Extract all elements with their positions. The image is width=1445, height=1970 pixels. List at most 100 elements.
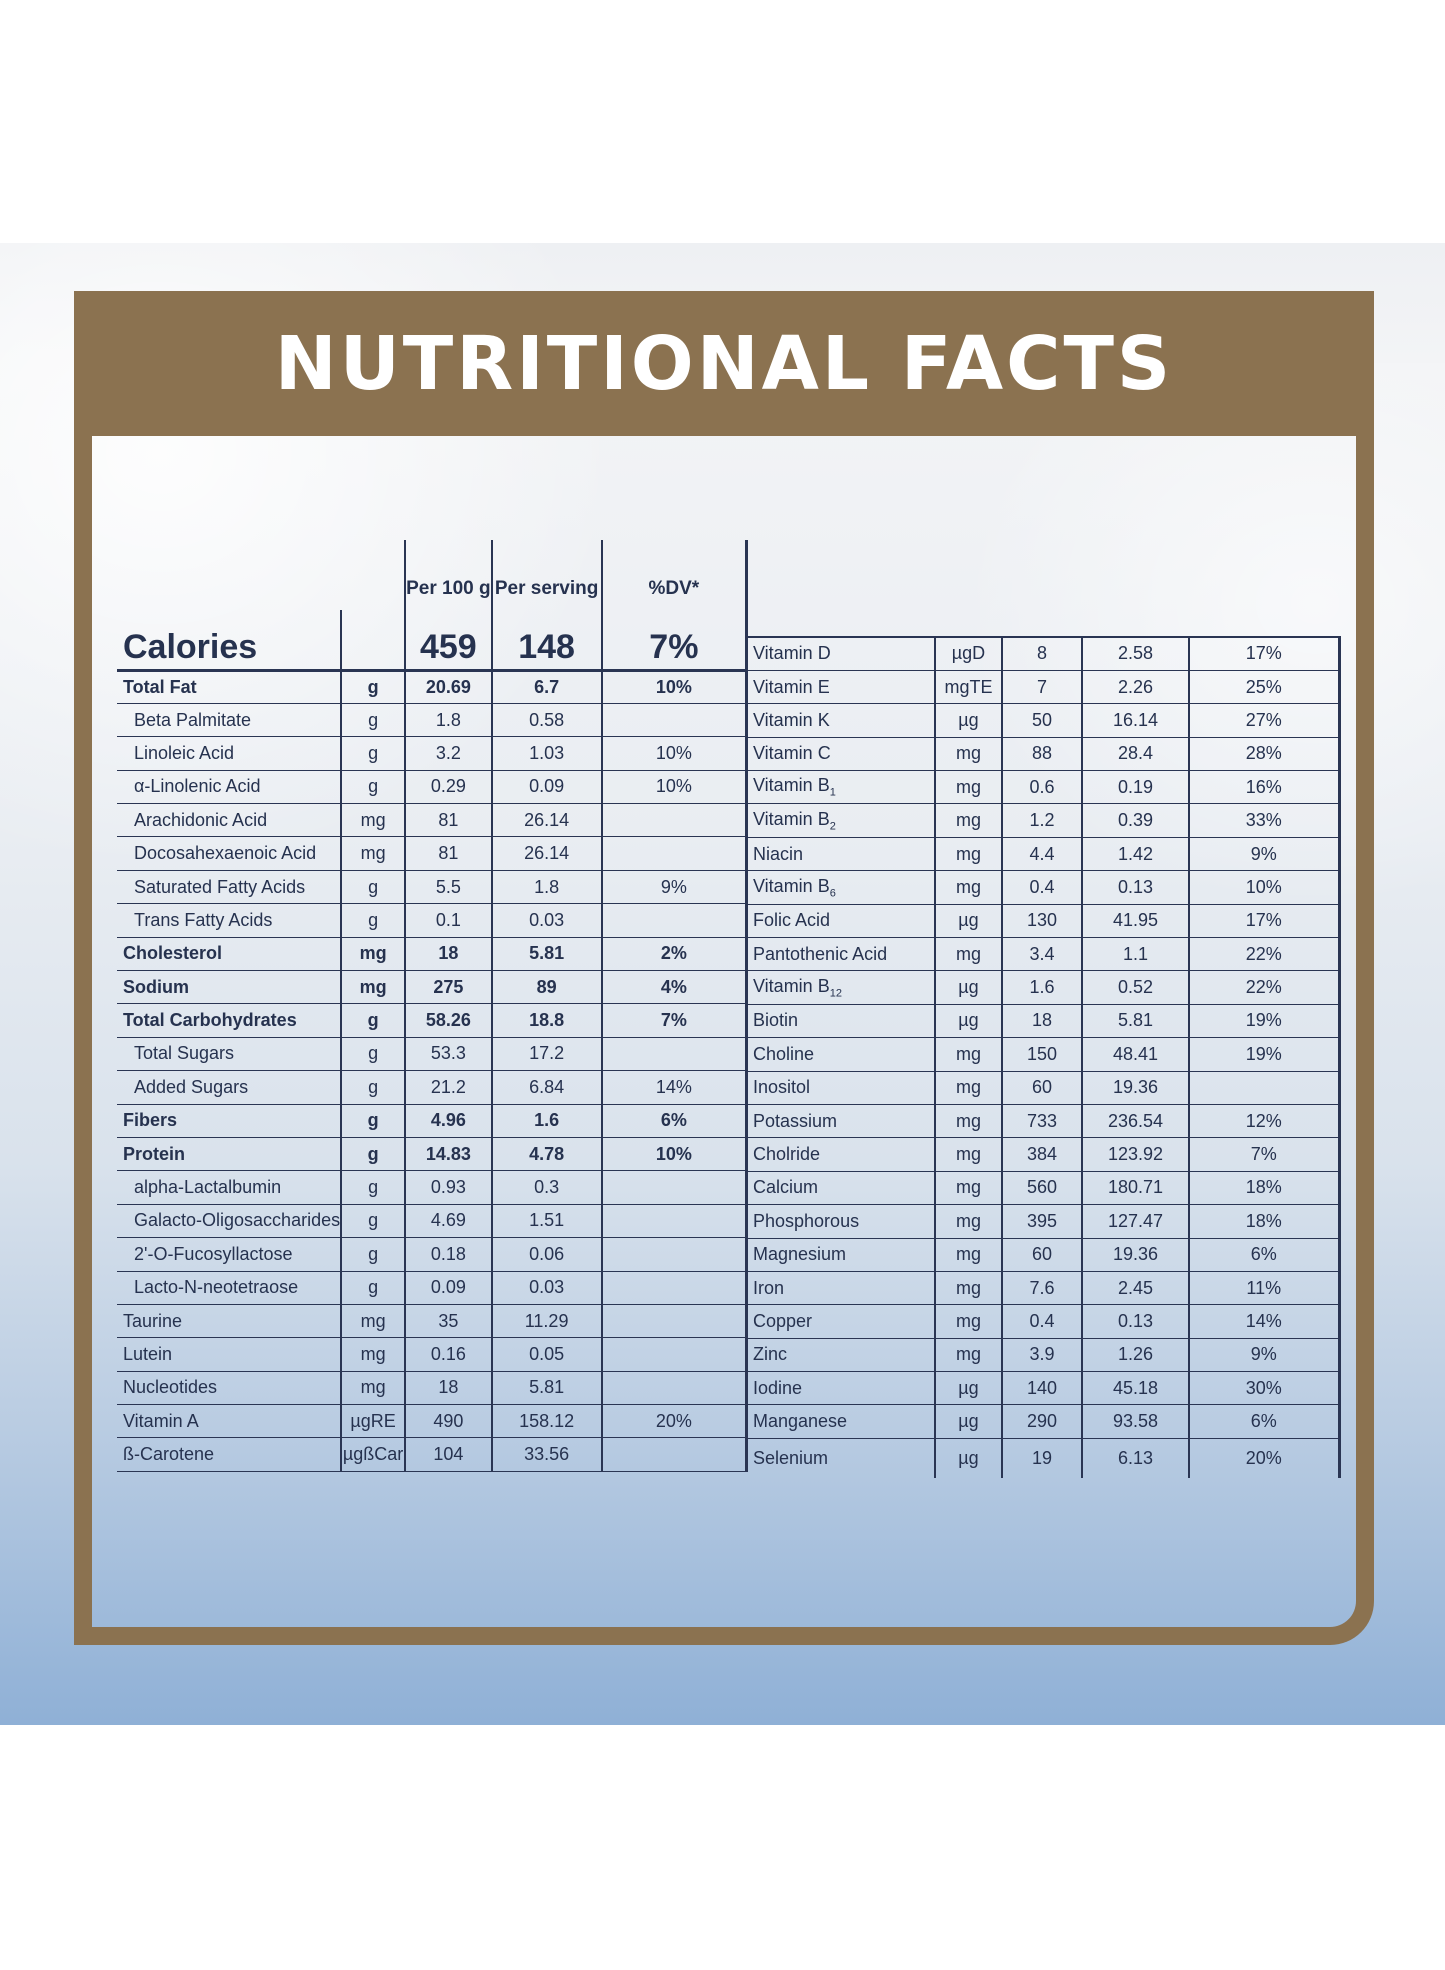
value-per100: 0.93 <box>404 1170 492 1205</box>
value-dv: 11% <box>1188 1271 1341 1306</box>
value-per100: 7.6 <box>1001 1271 1082 1306</box>
nutrient-name-text: Zinc <box>753 1344 788 1365</box>
nutrient-name: Vitamin B6 <box>745 870 935 905</box>
value-dv: 7% <box>600 1003 749 1038</box>
value-dv <box>600 1304 749 1339</box>
nutrient-unit: mg <box>934 1171 1002 1206</box>
value-per-serving: 0.06 <box>490 1237 602 1272</box>
value-per-serving: 0.05 <box>490 1337 602 1372</box>
table-row: Phosphorous mg 395 127.47 18% <box>745 1204 1341 1239</box>
value-per-serving: 5.81 <box>490 1371 602 1406</box>
calories-dv: 7% <box>600 610 749 672</box>
nutrient-name-text: Vitamin D <box>753 643 831 664</box>
table-row: Total Carbohydrates g 58.26 18.8 7% <box>117 1003 749 1038</box>
nutrient-name-text: Magnesium <box>753 1244 847 1265</box>
value-dv <box>600 1170 749 1205</box>
value-dv <box>600 1337 749 1372</box>
value-per-serving: 19.36 <box>1081 1071 1189 1105</box>
nutrient-name: Galacto-Oligosaccharides <box>117 1204 342 1239</box>
nutrient-name: Cholesterol <box>117 937 342 972</box>
nutrient-name: Folic Acid <box>745 904 935 939</box>
nutrient-name: Niacin <box>745 837 935 872</box>
value-per100: 4.96 <box>404 1104 492 1138</box>
value-per-serving: 6.13 <box>1081 1438 1189 1479</box>
value-per100: 0.1 <box>404 903 492 938</box>
value-per-serving: 0.13 <box>1081 870 1189 905</box>
value-per100: 5.5 <box>404 870 492 905</box>
nutrient-unit: mg <box>340 1371 406 1406</box>
table-row: Sodium mg 275 89 4% <box>117 970 749 1005</box>
nutrient-name: Trans Fatty Acids <box>117 903 342 938</box>
table-row: Vitamin B6 mg 0.4 0.13 10% <box>745 870 1341 905</box>
nutrient-name: alpha-Lactalbumin <box>117 1170 342 1205</box>
table-row: Cholride mg 384 123.92 7% <box>745 1137 1341 1172</box>
value-per100: 275 <box>404 970 492 1005</box>
value-per-serving: 2.58 <box>1081 635 1189 671</box>
value-dv: 27% <box>1188 703 1341 738</box>
table-row: Trans Fatty Acids g 0.1 0.03 <box>117 903 749 938</box>
value-per-serving: 5.81 <box>1081 1004 1189 1039</box>
nutrient-name: Vitamin C <box>745 737 935 772</box>
table-row: Iron mg 7.6 2.45 11% <box>745 1271 1341 1306</box>
nutrient-unit: µgD <box>934 635 1002 671</box>
value-dv: 33% <box>1188 803 1341 838</box>
nutrient-unit: g <box>340 870 406 905</box>
value-per-serving: 48.41 <box>1081 1037 1189 1072</box>
value-per100: 53.3 <box>404 1037 492 1072</box>
value-per100: 4.4 <box>1001 837 1082 872</box>
value-per100: 0.6 <box>1001 770 1082 805</box>
value-per-serving: 17.2 <box>490 1037 602 1072</box>
nutrient-unit: µg <box>934 904 1002 939</box>
value-per-serving: 0.13 <box>1081 1304 1189 1339</box>
value-dv: 28% <box>1188 737 1341 772</box>
value-dv <box>600 1437 749 1472</box>
value-per-serving: 236.54 <box>1081 1104 1189 1139</box>
nutrient-unit: µg <box>934 970 1002 1005</box>
value-dv <box>600 1271 749 1305</box>
nutrient-unit: mg <box>934 770 1002 805</box>
value-per100: 18 <box>1001 1004 1082 1039</box>
table-row: α-Linolenic Acid g 0.29 0.09 10% <box>117 770 749 805</box>
value-per-serving: 0.58 <box>490 703 602 738</box>
nutrient-unit: g <box>340 1237 406 1272</box>
table-row: Total Sugars g 53.3 17.2 <box>117 1037 749 1072</box>
value-dv <box>600 803 749 838</box>
nutrient-unit: g <box>340 1037 406 1072</box>
value-dv: 4% <box>600 970 749 1005</box>
nutrient-unit: g <box>340 670 406 704</box>
nutrient-name: Iodine <box>745 1371 935 1406</box>
table-row: Linoleic Acid g 3.2 1.03 10% <box>117 736 749 771</box>
nutrient-name: ß-Carotene <box>117 1437 342 1472</box>
table-row: Vitamin D µgD 8 2.58 17% <box>745 635 1341 671</box>
value-per100: 19 <box>1001 1438 1082 1479</box>
nutrient-unit: mg <box>934 937 1002 972</box>
table-row: Niacin mg 4.4 1.42 9% <box>745 837 1341 872</box>
value-per100: 0.18 <box>404 1237 492 1272</box>
value-per-serving: 93.58 <box>1081 1404 1189 1439</box>
value-per-serving: 0.19 <box>1081 770 1189 805</box>
nutrient-name-text: Vitamin B <box>753 808 830 829</box>
value-dv <box>600 1037 749 1072</box>
nutrient-subscript: 1 <box>829 787 836 800</box>
header-dv: %DV* <box>600 540 749 610</box>
nutrient-unit: µgRE <box>340 1404 406 1439</box>
value-per100: 384 <box>1001 1137 1082 1172</box>
value-per100: 395 <box>1001 1204 1082 1239</box>
nutrient-name: Vitamin E <box>745 670 935 705</box>
value-per100: 20.69 <box>404 670 492 704</box>
value-per100: 1.6 <box>1001 970 1082 1005</box>
value-per-serving: 4.78 <box>490 1137 602 1172</box>
value-per-serving: 1.8 <box>490 870 602 905</box>
value-per100: 0.4 <box>1001 1304 1082 1339</box>
nutrient-name-text: Cholride <box>753 1144 821 1165</box>
nutrient-name: Biotin <box>745 1004 935 1039</box>
value-per100: 1.8 <box>404 703 492 738</box>
nutrient-unit: g <box>340 1003 406 1038</box>
value-per100: 733 <box>1001 1104 1082 1139</box>
value-dv <box>600 1237 749 1272</box>
nutrient-name: Cholride <box>745 1137 935 1172</box>
table-row: Vitamin B1 mg 0.6 0.19 16% <box>745 770 1341 805</box>
table-row: Folic Acid µg 130 41.95 17% <box>745 904 1341 939</box>
header-per100: Per 100 g <box>404 540 492 610</box>
value-per100: 8 <box>1001 635 1082 671</box>
